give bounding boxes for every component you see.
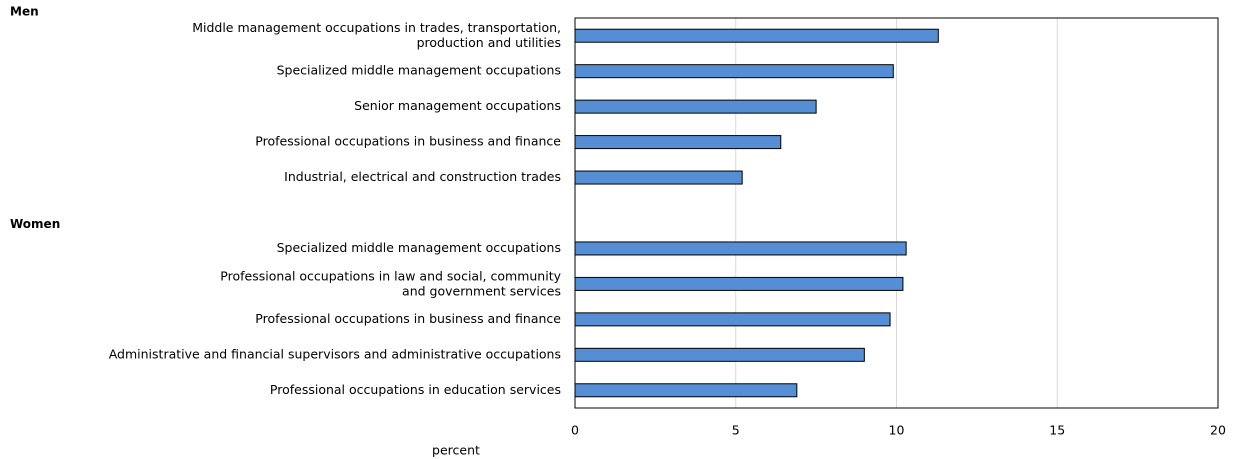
y-tick-label: Middle management occupations in trades,… <box>192 20 561 50</box>
x-tick-label: 0 <box>571 423 579 438</box>
y-tick-label: Professional occupations in business and… <box>255 134 561 149</box>
x-tick-label: 10 <box>889 423 905 438</box>
y-tick-label: Specialized middle management occupation… <box>277 63 561 78</box>
x-tick-label: 15 <box>1049 423 1065 438</box>
y-tick-label: Administrative and financial supervisors… <box>109 346 561 361</box>
group-label: Women <box>10 217 60 231</box>
plot-frame <box>574 17 1219 409</box>
y-tick-label: Industrial, electrical and construction … <box>284 169 561 184</box>
y-tick-label: Specialized middle management occupation… <box>277 240 561 255</box>
bar <box>574 383 798 398</box>
y-tick-label: Professional occupations in business and… <box>255 311 561 326</box>
x-tick-label: 5 <box>732 423 740 438</box>
bar <box>574 99 817 114</box>
bar <box>574 135 782 150</box>
bar <box>574 64 894 79</box>
x-axis-label: percent <box>432 443 480 458</box>
y-tick-label: Senior management occupations <box>354 98 561 113</box>
bar <box>574 170 743 185</box>
bar <box>574 347 865 362</box>
y-tick-label: Professional occupations in law and soci… <box>220 268 561 298</box>
bar <box>574 312 891 327</box>
group-label: Men <box>10 5 39 19</box>
bar <box>574 241 907 256</box>
bar <box>574 276 904 291</box>
x-tick-label: 20 <box>1210 423 1226 438</box>
y-tick-label: Professional occupations in education se… <box>270 382 561 397</box>
bar <box>574 28 939 43</box>
